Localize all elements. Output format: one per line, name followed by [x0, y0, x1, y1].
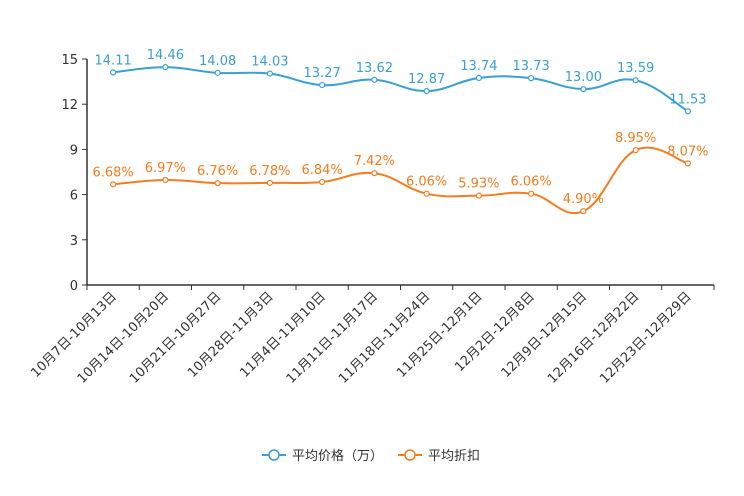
data-label-series-2: 6.06%	[406, 175, 447, 190]
data-label-series-1: 14.08	[199, 54, 236, 69]
x-tick-label: 11月11日-11月17日	[284, 289, 381, 386]
data-label-series-1: 13.00	[565, 70, 602, 85]
data-label-series-1: 13.73	[513, 59, 550, 74]
data-point-series-1[interactable]	[684, 108, 691, 115]
data-point-series-2[interactable]	[475, 192, 482, 199]
data-point-series-2[interactable]	[214, 180, 221, 187]
data-label-series-2: 6.06%	[510, 175, 551, 190]
data-label-series-2: 6.97%	[145, 161, 186, 176]
data-point-series-2[interactable]	[319, 178, 326, 186]
legend-marker-icon	[268, 449, 280, 461]
y-tick-label: 6	[70, 189, 78, 204]
data-label-series-2: 5.93%	[458, 177, 499, 192]
data-point-series-1[interactable]	[110, 69, 117, 76]
legend[interactable]: 平均价格（万） 平均折扣	[262, 448, 480, 464]
x-tick-label: 12月23日-12月29日	[597, 289, 694, 386]
x-tick-label: 10月7日-10月13日	[28, 289, 120, 381]
y-tick-label: 0	[70, 279, 78, 294]
data-label-series-2: 4.90%	[563, 192, 604, 207]
data-point-series-1[interactable]	[266, 70, 273, 77]
data-point-series-1[interactable]	[632, 77, 639, 84]
x-tick-label: 11月18日-11月24日	[336, 289, 433, 386]
data-label-series-2: 8.07%	[667, 144, 708, 159]
data-point-series-2[interactable]	[423, 190, 430, 197]
data-label-series-1: 14.46	[147, 48, 184, 63]
data-point-series-1[interactable]	[214, 69, 221, 76]
data-point-series-1[interactable]	[475, 74, 482, 82]
data-point-series-1[interactable]	[162, 64, 169, 71]
data-label-series-1: 12.87	[408, 72, 445, 87]
y-tick-label: 9	[70, 143, 78, 158]
data-label-series-1: 14.03	[251, 55, 288, 70]
data-point-series-2[interactable]	[632, 147, 639, 154]
data-point-series-2[interactable]	[110, 181, 117, 188]
data-label-series-1: 13.59	[617, 61, 654, 76]
data-label-series-2: 6.78%	[249, 164, 290, 179]
axes: 0 3 6 9 12 15 10月7日-10月13日10月14日-10月20日10月21日-…	[28, 53, 715, 387]
y-tick-label: 3	[70, 234, 78, 249]
data-label-series-2: 8.95%	[615, 131, 656, 146]
data-point-series-1[interactable]	[319, 81, 326, 89]
series-lines	[110, 64, 691, 215]
data-point-series-2[interactable]	[528, 190, 535, 197]
data-labels: 14.11 14.46 14.08 14.03 13.27 13.62 12.87 13.74…	[92, 48, 708, 207]
data-point-series-1[interactable]	[528, 75, 535, 82]
data-point-series-1[interactable]	[371, 76, 378, 83]
data-point-series-2[interactable]	[371, 170, 378, 177]
data-point-series-2[interactable]	[580, 208, 587, 215]
legend-item-2[interactable]: 平均折扣	[398, 449, 480, 464]
data-label-series-1: 14.11	[95, 53, 132, 68]
data-label-series-2: 7.42%	[354, 154, 395, 169]
data-label-series-1: 11.53	[669, 92, 706, 107]
data-point-series-2[interactable]	[266, 179, 273, 186]
data-label-series-1: 13.74	[460, 59, 497, 74]
x-tick-label: 10月14日-10月20日	[75, 289, 172, 386]
data-label-series-2: 6.76%	[197, 164, 238, 179]
data-label-series-1: 13.62	[356, 61, 393, 76]
data-label-series-2: 6.84%	[301, 163, 342, 178]
data-point-series-1[interactable]	[580, 86, 587, 93]
data-point-series-2[interactable]	[684, 160, 691, 167]
data-point-series-2[interactable]	[162, 176, 169, 184]
legend-label: 平均折扣	[428, 449, 480, 464]
x-tick-label: 10月21日-10月27日	[127, 289, 224, 386]
series-line-1	[113, 66, 689, 113]
legend-item-1[interactable]: 平均价格（万）	[262, 448, 383, 464]
y-tick-label: 12	[61, 98, 78, 113]
x-tick-label: 12月16日-12月22日	[545, 289, 642, 386]
legend-marker-icon	[404, 449, 416, 461]
data-label-series-1: 13.27	[304, 66, 341, 81]
data-point-series-1[interactable]	[423, 87, 430, 95]
legend-label: 平均价格（万）	[292, 448, 383, 464]
y-tick-label: 15	[61, 53, 78, 68]
data-label-series-2: 6.68%	[92, 165, 133, 180]
